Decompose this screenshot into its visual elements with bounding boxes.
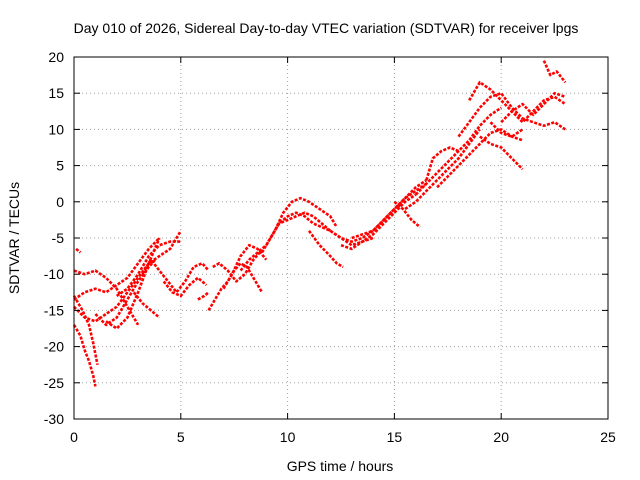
x-tick-label: 0 xyxy=(70,429,78,445)
series-track-11 xyxy=(141,258,210,294)
y-tick-label: -5 xyxy=(52,230,65,246)
y-tick-label: -20 xyxy=(44,339,64,355)
data-series xyxy=(72,60,567,387)
y-tick-label: 5 xyxy=(56,158,64,174)
y-axis-label: SDTVAR / TECUs xyxy=(6,182,22,294)
series-track-27 xyxy=(425,146,460,181)
series-track-9 xyxy=(132,291,161,319)
series-track-4 xyxy=(73,269,140,326)
series-track-24 xyxy=(393,200,421,229)
series-track-3 xyxy=(75,247,82,254)
y-tick-label: -15 xyxy=(44,302,64,318)
series-track-32 xyxy=(500,91,566,124)
x-axis-label: GPS time / hours xyxy=(287,458,394,474)
series-track-17 xyxy=(239,196,338,272)
series-track-14 xyxy=(207,261,264,312)
axis-ticks: 0 5 10 15 20 25 -30 -25 -20 -15 -10 -5 0 5 10 15 20 xyxy=(44,49,616,445)
grid-lines xyxy=(74,57,608,419)
x-tick-label: 5 xyxy=(177,429,185,445)
series-track-33 xyxy=(489,121,524,138)
y-tick-label: 15 xyxy=(48,85,64,101)
y-tick-label: 10 xyxy=(48,121,64,137)
chart-title: Day 010 of 2026, Sidereal Day-to-day VTE… xyxy=(74,20,579,36)
series-track-15 xyxy=(212,251,261,283)
series-track-18 xyxy=(260,211,332,254)
y-tick-label: -30 xyxy=(44,411,64,427)
series-track-26 xyxy=(414,106,502,196)
series-track-5 xyxy=(73,237,161,301)
x-tick-label: 20 xyxy=(493,429,509,445)
series-track-20 xyxy=(307,230,344,269)
y-tick-label: 20 xyxy=(48,49,64,65)
series-track-1 xyxy=(72,324,97,387)
series-track-31 xyxy=(479,135,524,171)
y-tick-label: 0 xyxy=(56,194,64,210)
series-track-10 xyxy=(115,240,181,297)
series-track-28 xyxy=(436,128,524,189)
series-track-16 xyxy=(222,243,268,290)
series-track-12 xyxy=(162,276,208,298)
series-track-2 xyxy=(72,295,99,365)
series-track-19 xyxy=(269,211,374,247)
series-track-30 xyxy=(468,81,567,124)
x-tick-label: 25 xyxy=(600,429,616,445)
y-tick-label: -25 xyxy=(44,375,64,391)
series-track-25 xyxy=(404,128,481,211)
x-tick-label: 15 xyxy=(387,429,403,445)
series-track-34 xyxy=(542,60,567,84)
series-track-13 xyxy=(197,291,210,301)
y-tick-label: -10 xyxy=(44,266,64,282)
x-tick-label: 10 xyxy=(280,429,296,445)
series-track-6 xyxy=(73,230,182,323)
series-track-8 xyxy=(105,237,161,330)
series-track-23 xyxy=(351,179,428,240)
series-track-29 xyxy=(457,91,567,138)
